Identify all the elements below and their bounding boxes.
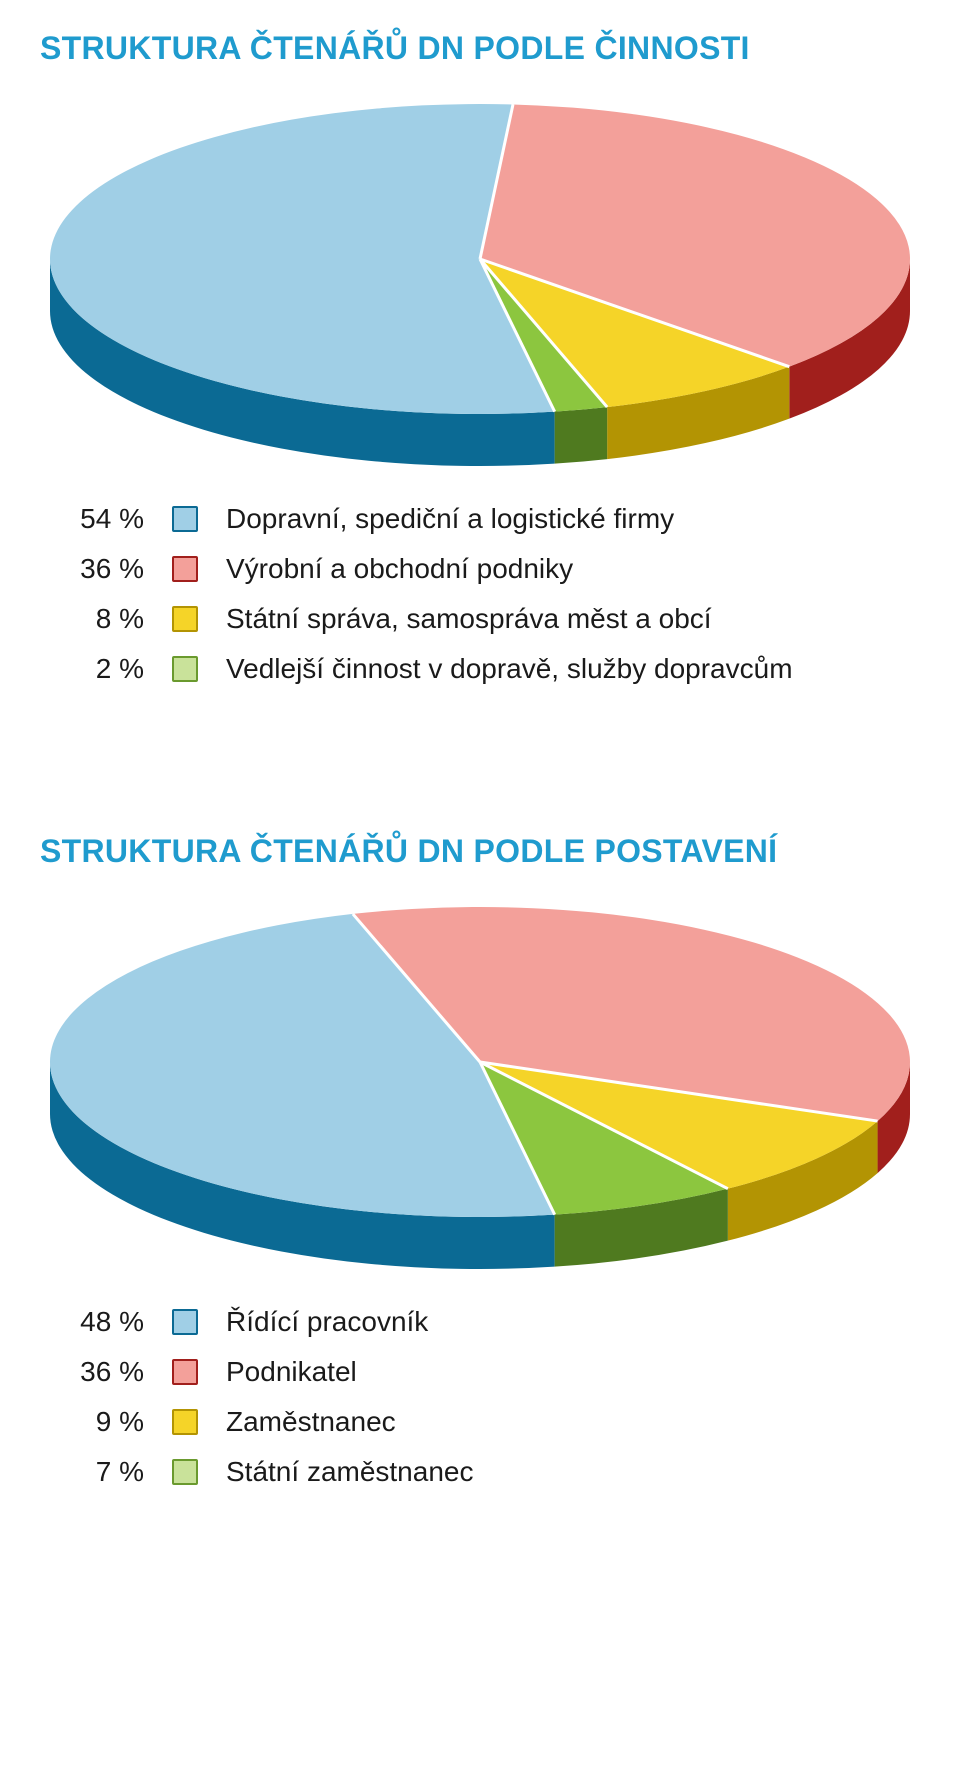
chart-0-legend: 54 % Dopravní, spediční a logistické fir… <box>52 503 920 685</box>
chart-1-pie-wrap <box>40 892 920 1272</box>
legend-label: Podnikatel <box>226 1356 357 1388</box>
legend-label: Řídící pracovník <box>226 1306 428 1338</box>
legend-label: Výrobní a obchodní podniky <box>226 553 573 585</box>
legend-swatch <box>172 506 198 532</box>
legend-row: 36 % Výrobní a obchodní podniky <box>52 553 920 585</box>
legend-percent: 2 % <box>52 653 144 685</box>
legend-swatch <box>172 606 198 632</box>
legend-row: 54 % Dopravní, spediční a logistické fir… <box>52 503 920 535</box>
legend-label: Státní zaměstnanec <box>226 1456 473 1488</box>
legend-row: 48 % Řídící pracovník <box>52 1306 920 1338</box>
chart-block-1: STRUKTURA ČTENÁŘŮ DN PODLE POSTAVENÍ 48 … <box>40 833 920 1488</box>
chart-1-title: STRUKTURA ČTENÁŘŮ DN PODLE POSTAVENÍ <box>40 833 920 870</box>
spacer <box>40 703 920 833</box>
legend-swatch <box>172 656 198 682</box>
pie-slice-side <box>555 407 607 464</box>
legend-swatch <box>172 1459 198 1485</box>
chart-block-0: STRUKTURA ČTENÁŘŮ DN PODLE ČINNOSTI 54 %… <box>40 30 920 685</box>
legend-row: 8 % Státní správa, samospráva měst a obc… <box>52 603 920 635</box>
chart-0-pie-wrap <box>40 89 920 469</box>
legend-label: Dopravní, spediční a logistické firmy <box>226 503 674 535</box>
legend-percent: 36 % <box>52 1356 144 1388</box>
legend-label: Státní správa, samospráva měst a obcí <box>226 603 712 635</box>
legend-percent: 54 % <box>52 503 144 535</box>
chart-0-title: STRUKTURA ČTENÁŘŮ DN PODLE ČINNOSTI <box>40 30 920 67</box>
chart-1-legend: 48 % Řídící pracovník 36 % Podnikatel 9 … <box>52 1306 920 1488</box>
legend-swatch <box>172 1409 198 1435</box>
legend-percent: 36 % <box>52 553 144 585</box>
legend-percent: 9 % <box>52 1406 144 1438</box>
legend-row: 36 % Podnikatel <box>52 1356 920 1388</box>
legend-row: 7 % Státní zaměstnanec <box>52 1456 920 1488</box>
legend-swatch <box>172 556 198 582</box>
chart-0-pie <box>40 89 920 469</box>
legend-percent: 8 % <box>52 603 144 635</box>
page: STRUKTURA ČTENÁŘŮ DN PODLE ČINNOSTI 54 %… <box>0 0 960 1779</box>
legend-percent: 48 % <box>52 1306 144 1338</box>
legend-swatch <box>172 1309 198 1335</box>
legend-row: 9 % Zaměstnanec <box>52 1406 920 1438</box>
legend-row: 2 % Vedlejší činnost v dopravě, služby d… <box>52 653 920 685</box>
chart-1-pie <box>40 892 920 1272</box>
legend-label: Zaměstnanec <box>226 1406 396 1438</box>
legend-percent: 7 % <box>52 1456 144 1488</box>
legend-label: Vedlejší činnost v dopravě, služby dopra… <box>226 653 793 685</box>
legend-swatch <box>172 1359 198 1385</box>
